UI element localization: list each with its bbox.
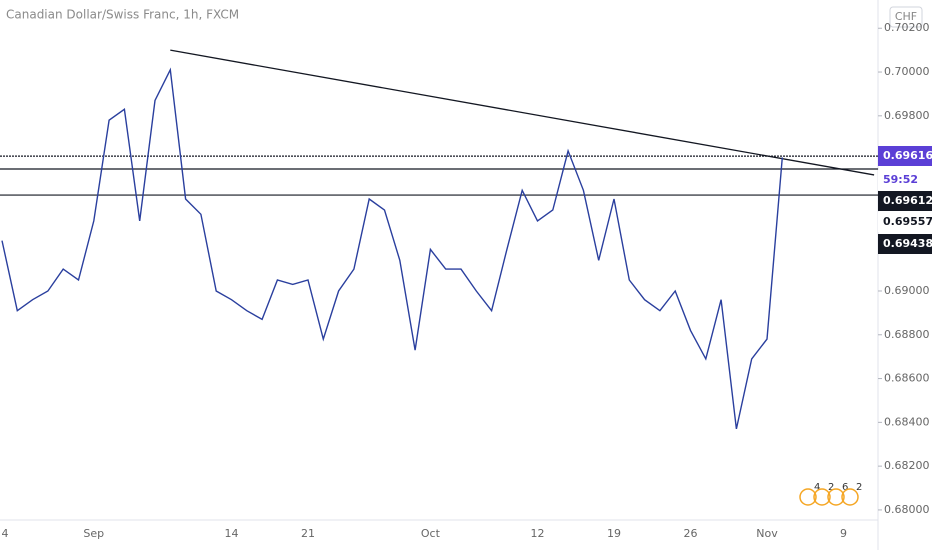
indicator-count: 2 bbox=[828, 482, 834, 493]
x-tick-label: 26 bbox=[684, 527, 698, 540]
indicator-count: 4 bbox=[814, 482, 820, 493]
indicator-icon bbox=[827, 488, 845, 506]
level-label: 0.69438 bbox=[883, 237, 932, 250]
indicator-count: 6 bbox=[842, 482, 848, 493]
level-label: 0.69557 bbox=[883, 215, 932, 228]
x-tick-label: Sep bbox=[83, 527, 104, 540]
y-tick-label: 0.68600 bbox=[884, 372, 930, 385]
y-tick-label: 0.70200 bbox=[884, 21, 930, 34]
y-tick-label: 0.69000 bbox=[884, 284, 930, 297]
y-tick-label: 0.68200 bbox=[884, 459, 930, 472]
x-tick-label: 21 bbox=[301, 527, 315, 540]
indicator-icon bbox=[813, 488, 831, 506]
y-tick-label: 0.70000 bbox=[884, 65, 930, 78]
y-tick-label: 0.68800 bbox=[884, 328, 930, 341]
currency-badge-box[interactable] bbox=[889, 6, 923, 28]
y-tick-label: 0.69800 bbox=[884, 109, 930, 122]
current-price-label: 0.69612 bbox=[883, 194, 932, 207]
x-tick-label: 12 bbox=[531, 527, 545, 540]
level-label-box bbox=[878, 146, 932, 166]
price-line bbox=[1, 67, 783, 430]
countdown-label: 59:52 bbox=[883, 173, 918, 186]
trendline bbox=[170, 49, 875, 176]
level-label-box bbox=[878, 212, 932, 232]
indicator-icon bbox=[799, 488, 817, 506]
currency-badge[interactable]: CHF bbox=[895, 10, 917, 23]
y-tick-label: 0.68000 bbox=[884, 503, 930, 516]
x-tick-label: 9 bbox=[840, 527, 847, 540]
level-label-box bbox=[878, 234, 932, 254]
chart-title: Canadian Dollar/Swiss Franc, 1h, FXCM bbox=[6, 8, 239, 22]
x-tick-label: 14 bbox=[225, 527, 239, 540]
indicator-icon bbox=[841, 488, 859, 506]
level-label: 0.69616 bbox=[883, 149, 932, 162]
x-tick-label: Oct bbox=[421, 527, 441, 540]
indicator-count: 2 bbox=[856, 482, 862, 493]
current-price-label-box bbox=[878, 191, 932, 211]
x-tick-label: 19 bbox=[607, 527, 621, 540]
x-tick-label: 4 bbox=[2, 527, 9, 540]
x-tick-label: Nov bbox=[756, 527, 778, 540]
y-tick-label: 0.68400 bbox=[884, 415, 930, 428]
countdown-label-box bbox=[878, 170, 932, 190]
